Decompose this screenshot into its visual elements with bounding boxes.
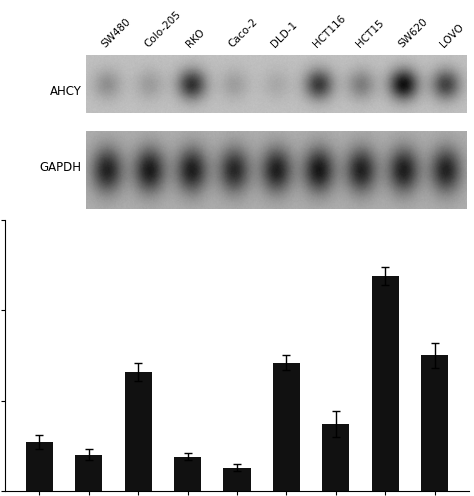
Bar <box>322 424 349 491</box>
Bar <box>223 468 251 491</box>
Text: HCT116: HCT116 <box>312 13 348 50</box>
Text: Caco-2: Caco-2 <box>227 17 260 50</box>
Bar <box>421 355 448 491</box>
Bar <box>174 457 201 491</box>
Bar <box>26 442 53 491</box>
Text: SW620: SW620 <box>396 17 429 50</box>
Text: AHCY: AHCY <box>49 85 82 98</box>
Bar <box>273 363 300 491</box>
Text: Colo-205: Colo-205 <box>143 9 182 50</box>
Bar <box>75 455 102 491</box>
Text: RKO: RKO <box>185 27 207 50</box>
Text: SW480: SW480 <box>100 17 133 50</box>
Bar <box>125 372 152 491</box>
Text: HCT15: HCT15 <box>354 18 386 50</box>
Text: DLD-1: DLD-1 <box>269 20 299 50</box>
Bar <box>372 276 399 491</box>
Text: LOVO: LOVO <box>439 22 466 50</box>
Text: GAPDH: GAPDH <box>39 161 82 174</box>
